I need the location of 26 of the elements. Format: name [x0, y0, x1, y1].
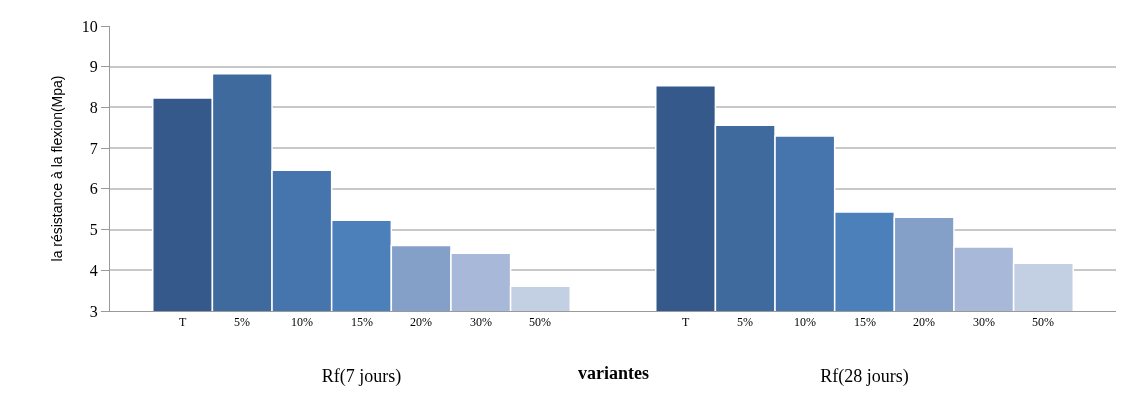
y-tick-label: 8: [89, 99, 98, 117]
text: 50%: [1032, 315, 1054, 329]
text: 5%: [737, 315, 753, 329]
text: 15%: [854, 315, 876, 329]
series-label: 5%: [234, 315, 250, 329]
y-tick-label: 5: [89, 221, 98, 239]
y-tick-label: 9: [89, 58, 98, 76]
series-label: 15%: [351, 315, 373, 329]
y-tick-label: 4: [89, 261, 98, 279]
x-tick-label: Rf(28 jours): [820, 365, 909, 387]
series-label: 50%: [529, 315, 551, 329]
series-label: 20%: [913, 315, 935, 329]
y-axis-title: la résistance à la flexion(Mpa): [49, 75, 66, 262]
text: T: [179, 315, 187, 329]
text: 30%: [973, 315, 995, 329]
y-tick-label: 3: [89, 302, 98, 320]
x-tick-label: Rf(7 jours): [321, 365, 402, 387]
y-tick-label: 10: [81, 17, 98, 35]
series-label: 10%: [794, 315, 816, 329]
y-tick-label: 6: [89, 180, 98, 198]
text: 10%: [291, 315, 313, 329]
x-axis-title: variantes: [578, 363, 649, 383]
text: 20%: [410, 315, 432, 329]
series-label: T: [682, 315, 690, 329]
y-tick-label: 7: [89, 139, 98, 157]
series-label: 30%: [470, 315, 492, 329]
